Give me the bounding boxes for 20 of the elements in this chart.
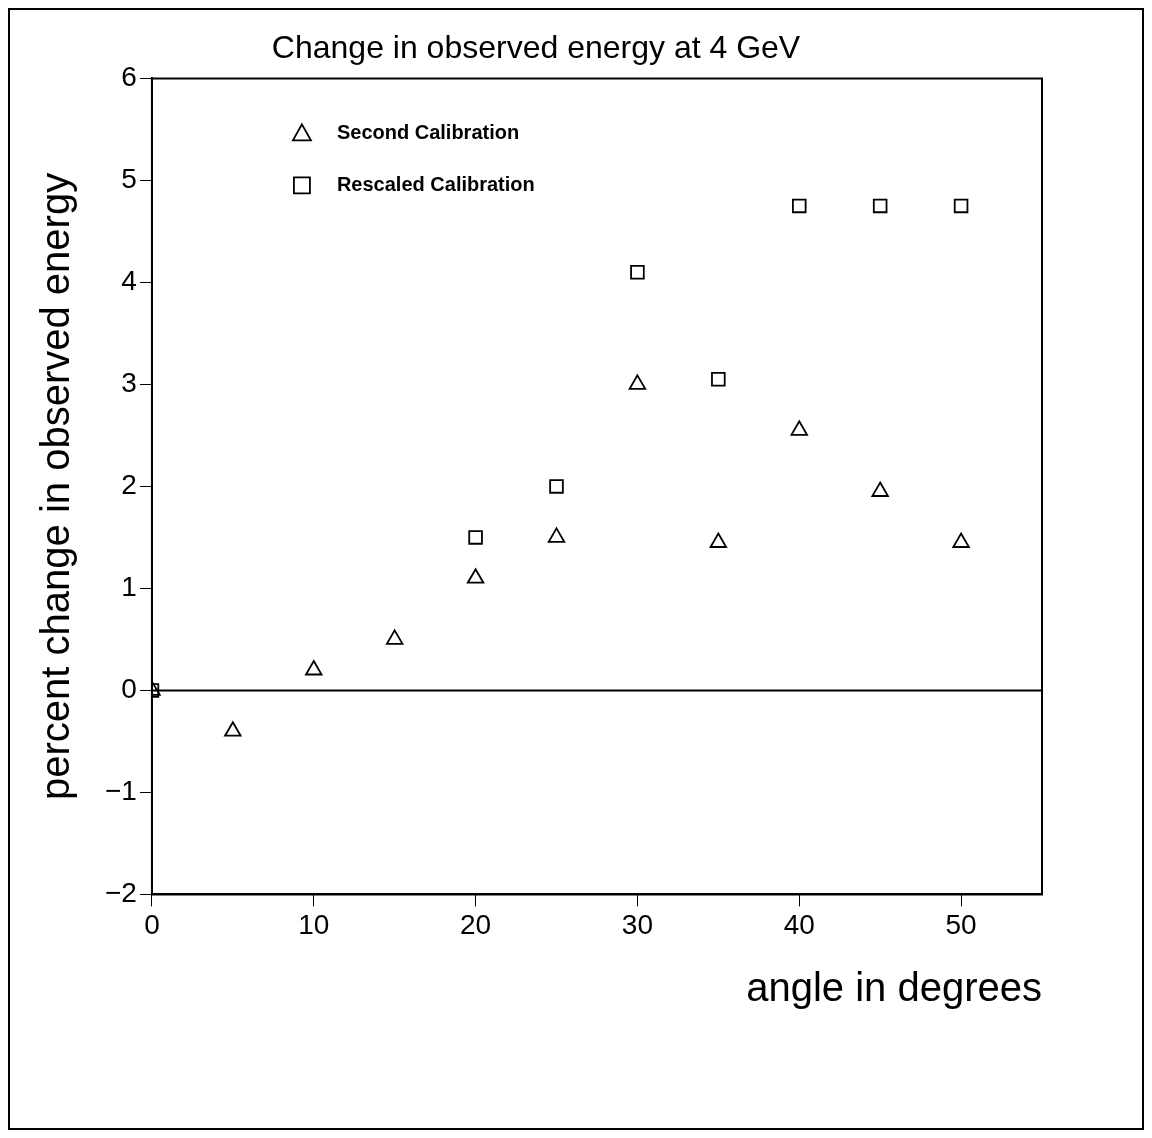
- x-tick-label: 10: [298, 908, 330, 940]
- x-tick-label: 40: [783, 908, 815, 940]
- y-tick-label: 4: [121, 265, 137, 297]
- y-axis-title: percent change in observed energy: [33, 172, 78, 800]
- legend-label: Second Calibration: [336, 120, 520, 143]
- x-tick-label: 50: [945, 908, 977, 940]
- y-tick-label: 6: [121, 61, 137, 93]
- y-tick-label: 3: [121, 367, 137, 399]
- y-tick-label: 2: [121, 469, 137, 501]
- y-tick-label: 0: [121, 673, 137, 705]
- x-tick-label: 20: [460, 908, 492, 940]
- y-tick-label: 5: [121, 163, 137, 195]
- x-axis-title: angle in degrees: [746, 965, 1042, 1010]
- y-tick-label: 1: [121, 571, 137, 603]
- x-tick-label: 0: [144, 908, 160, 940]
- chart-title: Change in observed energy at 4 GeV: [271, 29, 801, 66]
- y-tick-label: −2: [104, 877, 137, 909]
- legend-label: Rescaled Calibration: [336, 172, 535, 195]
- x-tick-label: 30: [621, 908, 653, 940]
- y-tick-label: −1: [104, 775, 137, 807]
